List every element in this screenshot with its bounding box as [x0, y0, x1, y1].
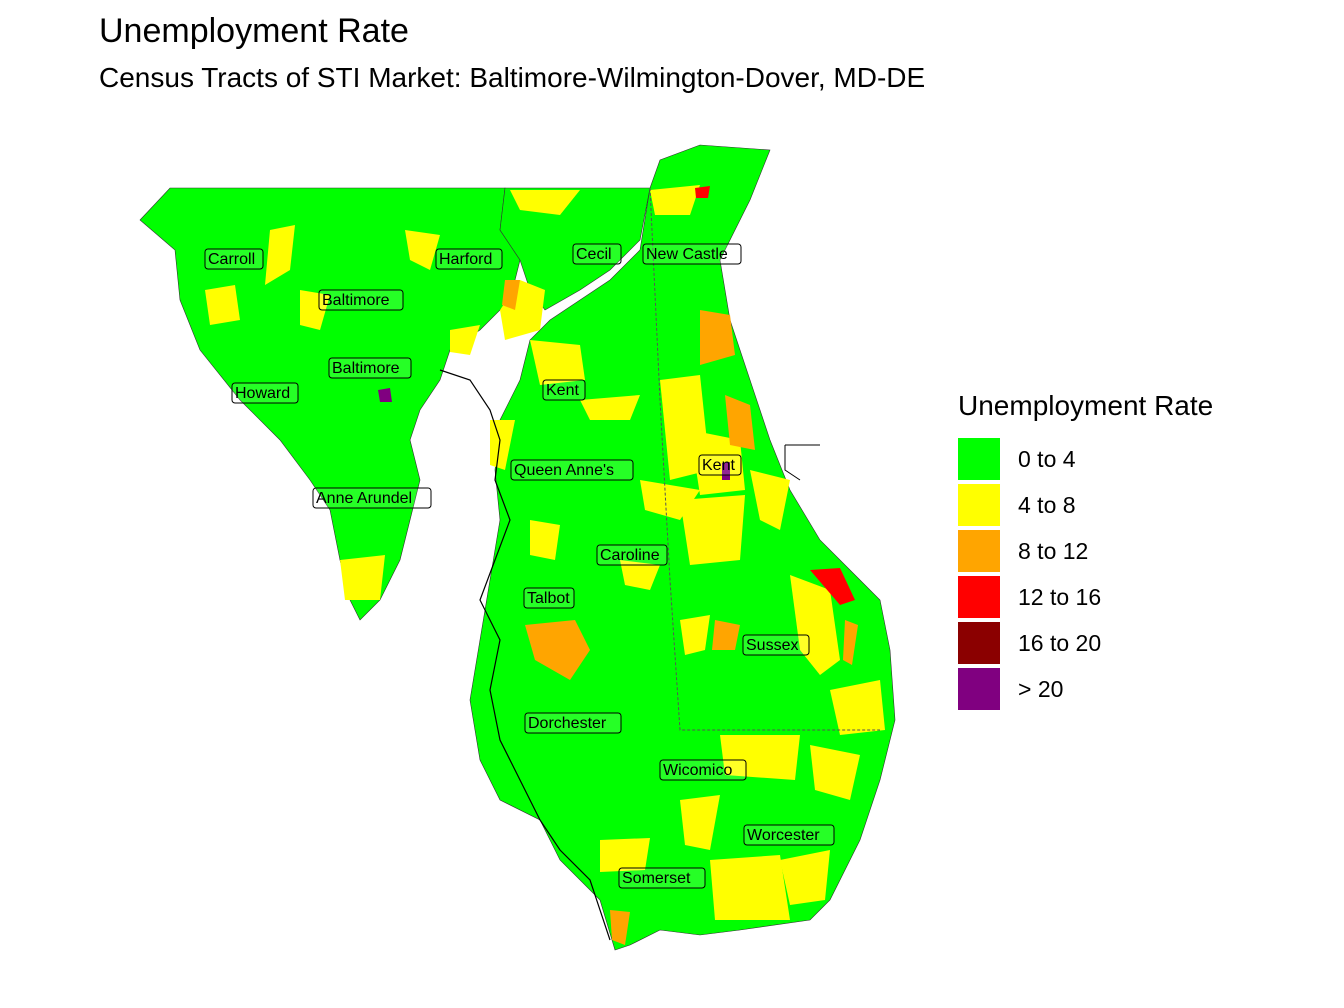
legend-item: 16 to 20 — [958, 620, 1213, 666]
county-label: Dorchester — [524, 712, 622, 734]
legend-label: 4 to 8 — [1018, 491, 1076, 518]
svg-text:Anne Arundel: Anne Arundel — [316, 490, 412, 507]
county-label: Queen Anne's — [510, 459, 634, 481]
county-label: Talbot — [523, 587, 575, 609]
county-label: Carroll — [204, 248, 264, 270]
legend-label: 0 to 4 — [1018, 445, 1076, 472]
svg-text:Queen Anne's: Queen Anne's — [514, 462, 614, 479]
legend-swatch — [958, 484, 1000, 526]
svg-text:Kent: Kent — [702, 457, 735, 474]
svg-text:Baltimore: Baltimore — [322, 292, 390, 309]
svg-text:Baltimore: Baltimore — [332, 360, 400, 377]
svg-text:Dorchester: Dorchester — [528, 715, 607, 732]
county-label: Wicomico — [659, 759, 747, 781]
tracts-4-to-8 — [205, 185, 885, 920]
svg-text:Kent: Kent — [546, 382, 579, 399]
svg-text:Cecil: Cecil — [576, 246, 612, 263]
shoreline — [439, 369, 611, 941]
svg-text:Caroline: Caroline — [600, 547, 660, 564]
county-label: Howard — [231, 382, 299, 404]
legend-item: 0 to 4 — [958, 436, 1213, 482]
state-boundary — [649, 187, 880, 731]
county-label: Kent — [542, 379, 586, 401]
tracts-12-to-16 — [695, 186, 855, 605]
legend-swatch — [958, 668, 1000, 710]
county-label: Kent — [698, 454, 742, 476]
county-label: New Castle — [642, 243, 742, 265]
svg-text:Somerset: Somerset — [622, 870, 691, 887]
county-label: Somerset — [618, 867, 706, 889]
county-label: Anne Arundel — [312, 487, 432, 509]
county-label: Harford — [435, 248, 503, 270]
svg-text:Carroll: Carroll — [208, 251, 255, 268]
svg-text:Sussex: Sussex — [746, 637, 798, 654]
county-label: Baltimore — [328, 357, 412, 379]
legend-swatch — [958, 576, 1000, 618]
legend-label: > 20 — [1018, 675, 1064, 702]
legend-label: 16 to 20 — [1018, 629, 1102, 656]
tracts-8-to-12 — [502, 280, 858, 945]
svg-text:Howard: Howard — [235, 385, 290, 402]
legend-item: 4 to 8 — [958, 482, 1213, 528]
svg-text:Talbot: Talbot — [527, 590, 570, 607]
map-subtitle: Census Tracts of STI Market: Baltimore-W… — [99, 62, 926, 93]
region-cecil — [499, 187, 651, 311]
outline-fragment — [784, 444, 820, 481]
legend-item: 12 to 16 — [958, 574, 1213, 620]
county-label: Caroline — [596, 544, 668, 566]
county-label: Cecil — [572, 243, 622, 265]
legend-item: > 20 — [958, 666, 1213, 712]
svg-text:New Castle: New Castle — [646, 246, 728, 263]
svg-text:Harford: Harford — [439, 251, 492, 268]
county-label: Baltimore — [318, 289, 404, 311]
county-labels: Carroll Harford Cecil New Castle Baltimo… — [204, 243, 835, 889]
legend-swatch — [958, 438, 1000, 480]
county-label: Sussex — [742, 634, 810, 656]
legend-title: Unemployment Rate — [958, 390, 1214, 421]
svg-text:Worcester: Worcester — [747, 827, 820, 844]
svg-text:Wicomico: Wicomico — [663, 762, 732, 779]
legend-items: 0 to 4 4 to 8 8 to 12 12 to 16 16 to 20 … — [958, 436, 1213, 712]
legend-swatch — [958, 622, 1000, 664]
legend-label: 12 to 16 — [1018, 583, 1102, 610]
county-label: Worcester — [743, 824, 835, 846]
legend-label: 8 to 12 — [1018, 537, 1089, 564]
legend-swatch — [958, 530, 1000, 572]
legend: Unemployment Rate 0 to 4 4 to 8 8 to 12 … — [958, 390, 1213, 712]
legend-item: 8 to 12 — [958, 528, 1213, 574]
map-title: Unemployment Rate — [99, 12, 409, 50]
